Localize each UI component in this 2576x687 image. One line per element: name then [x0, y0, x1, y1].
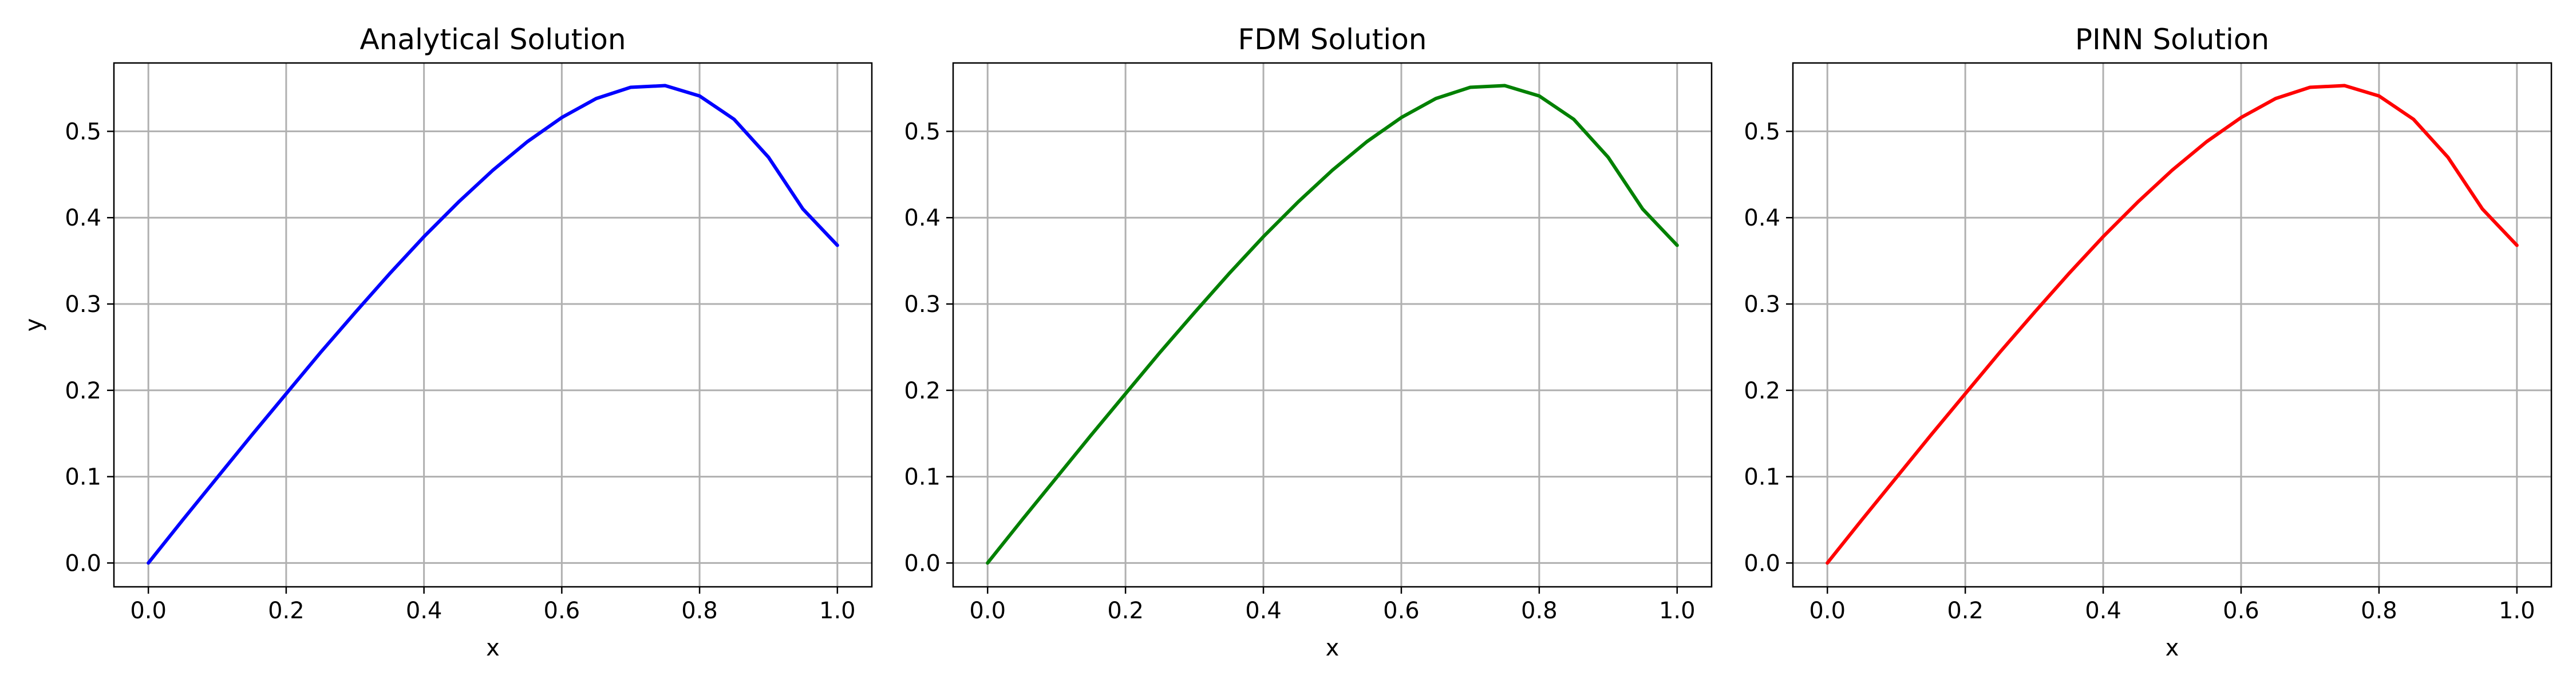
pinn-ytick-label-0: 0.0 [1744, 550, 1780, 577]
analytical-axes-frame [113, 62, 873, 588]
fdm-xtick-label-2: 0.4 [1245, 598, 1282, 624]
pinn-xtick-label-1: 0.2 [1947, 598, 1984, 624]
pinn-xtick-label-0: 0.0 [1809, 598, 1846, 624]
analytical-chart-title: Analytical Solution [359, 23, 626, 56]
pinn-xtick-label-4: 0.8 [2361, 598, 2397, 624]
fdm-axes-frame [952, 62, 1713, 588]
fdm-xtick-label-0: 0.0 [969, 598, 1006, 624]
pinn-xtick-label-5: 1.0 [2499, 598, 2535, 624]
analytical-xtick-label-4: 0.8 [681, 598, 718, 624]
fdm-chart-title: FDM Solution [1238, 23, 1427, 56]
analytical-x-axis-label: x [486, 635, 500, 661]
analytical-xtick-label-2: 0.4 [406, 598, 442, 624]
pinn-chart-title: PINN Solution [2075, 23, 2269, 56]
pinn-ytick-label-5: 0.5 [1744, 119, 1780, 145]
fdm-ytick-label-1: 0.1 [904, 464, 941, 491]
fdm-x-axis-label: x [1326, 635, 1340, 661]
analytical-xtick-label-5: 1.0 [819, 598, 856, 624]
pinn-axes-frame [1792, 62, 2553, 588]
pinn-x-axis-label: x [2166, 635, 2179, 661]
fdm-ytick-label-0: 0.0 [904, 550, 941, 577]
analytical-y-axis-label: y [21, 318, 47, 332]
fdm-series-line [986, 84, 1679, 565]
analytical-ytick-label-2: 0.2 [65, 378, 101, 404]
fdm-ytick-label-2: 0.2 [904, 378, 941, 404]
fdm-xtick-label-3: 0.6 [1383, 598, 1420, 624]
fdm-xtick-label-4: 0.8 [1521, 598, 1558, 624]
fdm-ytick-label-4: 0.4 [904, 205, 941, 231]
analytical-xtick-label-0: 0.0 [130, 598, 167, 624]
analytical-xtick-label-3: 0.6 [544, 598, 580, 624]
analytical-ytick-label-4: 0.4 [65, 205, 101, 231]
fdm-xtick-label-1: 0.2 [1107, 598, 1144, 624]
pinn-series-line [1826, 84, 2519, 565]
pinn-xtick-label-2: 0.4 [2085, 598, 2121, 624]
chart-panel-fdm: 0.0 0.2 0.4 0.6 0.8 1.0 0.0 0.1 0.2 0.3 0.4 0.5 FDM … [904, 23, 1713, 661]
fdm-xtick-label-5: 1.0 [1659, 598, 1696, 624]
pinn-ytick-label-3: 0.3 [1744, 291, 1780, 318]
chart-panel-analytical: 0.0 0.2 0.4 0.6 0.8 1.0 0.0 0.1 0.2 0.3 0.4 0.5 Anal… [21, 23, 873, 661]
analytical-ytick-label-3: 0.3 [65, 291, 101, 318]
pinn-xtick-label-3: 0.6 [2223, 598, 2259, 624]
analytical-series-line [147, 84, 839, 565]
fdm-ytick-label-5: 0.5 [904, 119, 941, 145]
analytical-ytick-label-1: 0.1 [65, 464, 101, 491]
analytical-ytick-label-5: 0.5 [65, 119, 101, 145]
analytical-ytick-label-0: 0.0 [65, 550, 101, 577]
pinn-ytick-label-1: 0.1 [1744, 464, 1780, 491]
pinn-ytick-label-4: 0.4 [1744, 205, 1780, 231]
pinn-ytick-label-2: 0.2 [1744, 378, 1780, 404]
fdm-ytick-label-3: 0.3 [904, 291, 941, 318]
analytical-xtick-label-1: 0.2 [268, 598, 305, 624]
chart-panel-pinn: 0.0 0.2 0.4 0.6 0.8 1.0 0.0 0.1 0.2 0.3 0.4 0.5 PINN… [1744, 23, 2553, 661]
